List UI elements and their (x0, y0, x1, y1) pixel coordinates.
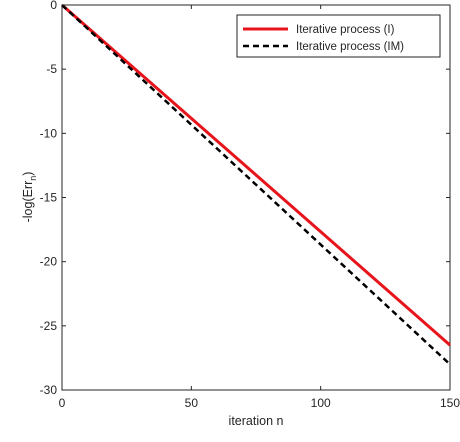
y-axis-label-subscript: n (28, 176, 38, 181)
y-tick-label: 0 (50, 0, 57, 12)
x-tick-label: 150 (440, 396, 460, 410)
y-axis-label-main: -log(Err (21, 181, 35, 223)
series-line-1 (61, 3, 451, 347)
ticks-layer: 0 50 100 150 0 -5 -10 -15 -20 -25 -30 (40, 0, 460, 410)
y-axis-label-close: ) (21, 172, 35, 176)
legend-entry-series-1: Iterative process (I) (296, 24, 395, 36)
y-tick-label: -20 (40, 255, 58, 269)
y-axis-label: -log(Errn) (21, 172, 38, 223)
x-tick-label: 0 (59, 396, 66, 410)
y-tick-label: -5 (46, 62, 57, 76)
series-line-2 (61, 4, 451, 366)
series-layer (61, 3, 451, 366)
legend-box (236, 14, 441, 58)
x-tick-label: 50 (185, 396, 199, 410)
legend: Iterative process (I) Iterative process … (236, 14, 441, 58)
y-tick-label: -30 (40, 383, 58, 397)
x-axis-label: iteration n (229, 414, 284, 428)
legend-entry-series-2: Iterative process (IM) (296, 41, 404, 53)
y-tick-label: -15 (40, 191, 58, 205)
y-tick-label: -10 (40, 126, 58, 140)
x-tick-label: 100 (311, 396, 331, 410)
y-tick-label: -25 (40, 319, 58, 333)
plot-frame (61, 4, 451, 391)
plot-area (61, 4, 451, 391)
